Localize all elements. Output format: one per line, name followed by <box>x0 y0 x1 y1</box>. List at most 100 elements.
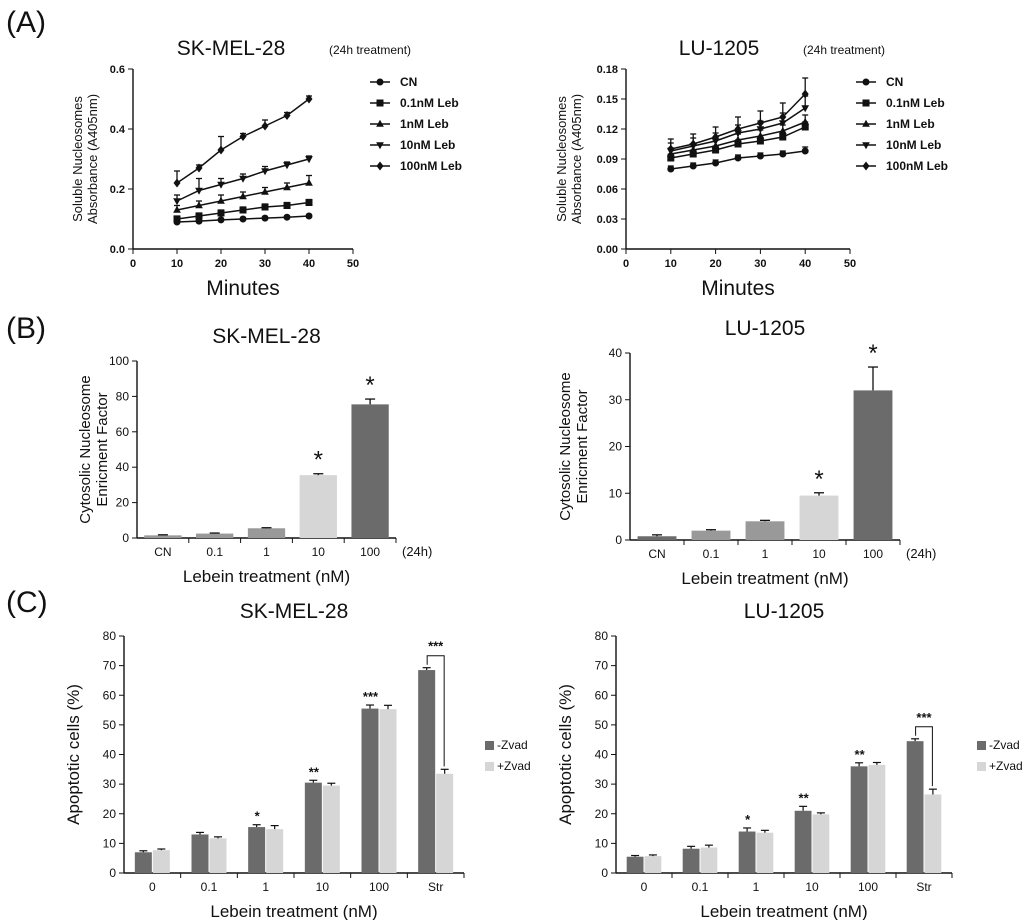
data-point <box>756 152 764 160</box>
data-point <box>756 137 764 145</box>
legend-marker <box>376 99 384 107</box>
bar <box>152 850 170 873</box>
data-point <box>779 112 787 122</box>
bar <box>812 814 830 873</box>
legend-marker <box>862 142 870 150</box>
x-tick-label: 10 <box>812 547 826 561</box>
y-tick-label: 40 <box>609 346 623 360</box>
significance-label: * <box>365 372 374 399</box>
data-point <box>801 89 809 99</box>
data-point <box>667 144 675 154</box>
y-tick-label: 0 <box>122 531 129 545</box>
legend-swatch <box>485 741 494 750</box>
x-tick-label: 40 <box>799 258 811 270</box>
legend-label: 0.1nM Leb <box>886 96 945 110</box>
data-point <box>801 117 810 125</box>
bar <box>322 785 340 873</box>
data-point <box>779 150 787 158</box>
y-tick-label: 100 <box>109 354 129 368</box>
chart-subtitle: (24h treatment) <box>329 43 411 57</box>
legend-swatch <box>485 762 494 771</box>
data-point <box>801 105 810 113</box>
data-point <box>712 159 720 167</box>
chart-title: LU-1205 <box>744 600 825 623</box>
y-tick-label: 40 <box>595 748 609 762</box>
legend-swatch <box>977 741 986 750</box>
data-point <box>239 215 247 223</box>
y-tick-label: 10 <box>595 836 609 850</box>
bar <box>351 404 389 538</box>
y-axis-label: Absorbance (A405nm) <box>85 94 100 224</box>
y-tick-label: 10 <box>609 486 623 500</box>
data-point <box>711 138 720 146</box>
legend-label: CN <box>886 75 903 89</box>
data-point <box>756 126 765 134</box>
y-tick-label: 0.12 <box>597 124 618 136</box>
x-tick-label: 50 <box>347 258 359 270</box>
data-point <box>173 205 181 213</box>
data-point <box>217 209 225 217</box>
legend-marker <box>376 142 384 150</box>
data-point <box>239 131 247 142</box>
x-tick-label: 0.1 <box>201 880 218 894</box>
data-point <box>261 121 269 131</box>
data-point <box>261 187 269 195</box>
x-tick-label: 10 <box>316 880 330 894</box>
data-point <box>283 183 291 191</box>
bar <box>794 810 812 873</box>
significance-bracket <box>426 655 445 767</box>
legend-label: +Zvad <box>989 759 1023 773</box>
data-point <box>261 168 269 176</box>
x-axis-label: Lebein treatment (nM) <box>210 902 377 920</box>
data-point <box>712 132 720 142</box>
panel-label-b: (B) <box>6 312 46 345</box>
data-point <box>778 126 787 134</box>
x-tick-label: 0.1 <box>692 880 709 894</box>
significance-label: *** <box>916 710 932 725</box>
data-point <box>195 201 203 209</box>
y-axis-label: Enricment Factor <box>574 389 591 503</box>
bar <box>144 535 182 538</box>
y-tick-label: 0.15 <box>597 94 618 106</box>
legend-label: 100nM Leb <box>886 159 948 173</box>
bar <box>196 533 234 538</box>
data-point <box>261 214 269 222</box>
x-tick-label: 0.1 <box>206 545 223 559</box>
x-tick-label: 100 <box>858 880 878 894</box>
significance-label: *** <box>428 639 444 654</box>
data-point <box>305 212 313 220</box>
data-point <box>173 178 181 188</box>
data-point <box>173 215 181 223</box>
significance-label: * <box>868 340 877 367</box>
data-point <box>689 139 697 149</box>
chart-subtitle: (24h treatment) <box>803 43 885 57</box>
bar <box>436 773 454 873</box>
y-axis-label: Apoptotic cells (%) <box>556 684 575 825</box>
legend-label: -Zvad <box>989 738 1020 752</box>
x-tick-label: CN <box>648 547 665 561</box>
legend-label: 1nM Leb <box>400 117 449 131</box>
chart-title: LU-1205 <box>725 317 806 340</box>
data-point <box>217 216 225 224</box>
data-point <box>667 165 675 173</box>
legend-label: 0.1nM Leb <box>400 96 459 110</box>
bar <box>799 495 839 540</box>
y-tick-label: 0.18 <box>597 64 618 76</box>
chart-title: LU-1205 <box>679 37 760 60</box>
y-tick-label: 20 <box>103 807 117 821</box>
bar <box>682 848 700 873</box>
y-tick-label: 60 <box>116 425 130 439</box>
data-point <box>734 154 742 162</box>
data-point <box>239 175 247 183</box>
significance-label: ** <box>309 764 320 779</box>
x-tick-label: 0 <box>130 258 136 270</box>
y-tick-label: 80 <box>103 629 117 643</box>
x-axis-label: Lebein treatment (nM) <box>700 902 867 920</box>
data-point <box>239 192 247 200</box>
y-tick-label: 0.6 <box>110 64 125 76</box>
y-tick-label: 60 <box>103 688 117 702</box>
x-tick-label: 30 <box>259 258 271 270</box>
bar <box>853 390 893 540</box>
x-tick-label: Str <box>916 880 931 894</box>
